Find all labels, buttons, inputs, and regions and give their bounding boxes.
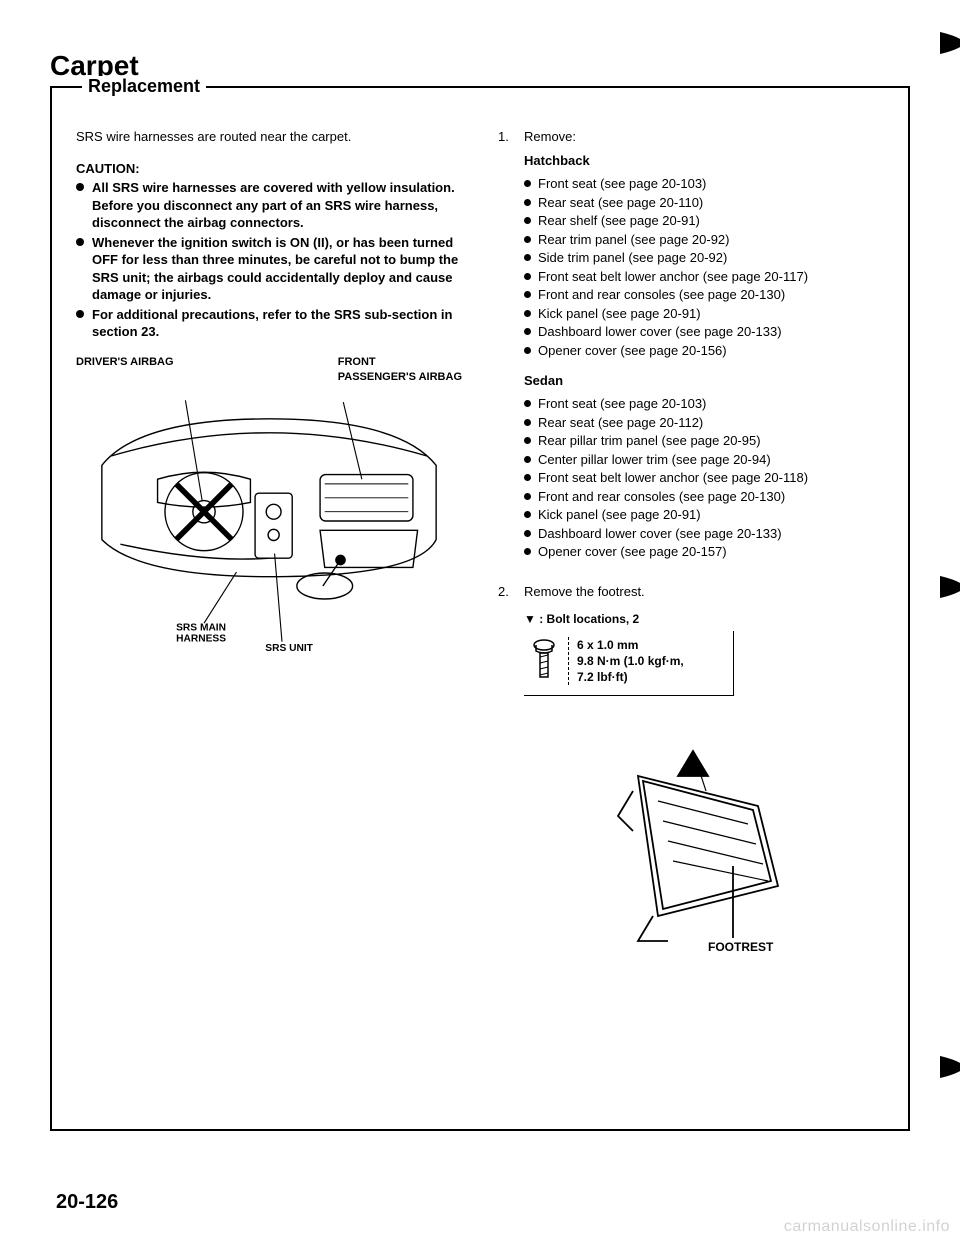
list-item: Dashboard lower cover (see page 20-133) [524,323,884,341]
footrest-diagram: FOOTREST [578,716,818,956]
edge-mark-icon [940,576,960,598]
sedan-heading: Sedan [524,372,884,390]
hatchback-heading: Hatchback [524,152,884,170]
list-item: Opener cover (see page 20-157) [524,543,884,561]
footrest-label: FOOTREST [708,940,774,954]
passenger-airbag-label: PASSENGER'S AIRBAG [338,371,462,383]
svg-text:SRS MAIN: SRS MAIN [176,622,226,633]
bolt-icon [530,637,558,681]
list-item: Center pillar lower trim (see page 20-94… [524,451,884,469]
bolt-locations-label: ▼ : Bolt locations, 2 [524,611,884,627]
list-item: Kick panel (see page 20-91) [524,305,884,323]
caution-item: For additional precautions, refer to the… [76,306,462,341]
list-item: Front seat belt lower anchor (see page 2… [524,469,884,487]
caution-item: Whenever the ignition switch is ON (II),… [76,234,462,304]
bolt-spec-box: 6 x 1.0 mm 9.8 N·m (1.0 kgf·m, 7.2 lbf·f… [524,631,734,697]
bolt-spec-line: 9.8 N·m (1.0 kgf·m, [577,653,684,669]
list-item: Rear pillar trim panel (see page 20-95) [524,432,884,450]
intro-text: SRS wire harnesses are routed near the c… [76,128,462,146]
list-item: Front seat (see page 20-103) [524,395,884,413]
step-number: 1. [498,128,514,573]
watermark: carmanualsonline.info [784,1218,950,1236]
list-item: Kick panel (see page 20-91) [524,506,884,524]
list-item: Front and rear consoles (see page 20-130… [524,488,884,506]
caution-list: All SRS wire harnesses are covered with … [76,179,462,341]
list-item: Side trim panel (see page 20-92) [524,249,884,267]
bolt-spec-line: 7.2 lbf·ft) [577,669,684,685]
driver-airbag-label: DRIVER'S AIRBAG [76,355,174,385]
list-item: Front and rear consoles (see page 20-130… [524,286,884,304]
sedan-list: Front seat (see page 20-103) Rear seat (… [524,395,884,561]
list-item: Rear shelf (see page 20-91) [524,212,884,230]
svg-text:SRS UNIT: SRS UNIT [265,643,313,651]
step-text: Remove the footrest. [524,583,884,601]
step-text: Remove: [524,128,884,146]
edge-mark-icon [940,32,960,54]
list-item: Rear trim panel (see page 20-92) [524,231,884,249]
svg-text:HARNESS: HARNESS [176,633,226,644]
list-item: Front seat (see page 20-103) [524,175,884,193]
front-label: FRONT [338,356,376,368]
caution-label: CAUTION: [76,160,462,178]
bolt-spec-line: 6 x 1.0 mm [577,637,684,653]
step-number: 2. [498,583,514,601]
list-item: Rear seat (see page 20-112) [524,414,884,432]
list-item: Opener cover (see page 20-156) [524,342,884,360]
caution-item: All SRS wire harnesses are covered with … [76,179,462,232]
list-item: Front seat belt lower anchor (see page 2… [524,268,884,286]
list-item: Dashboard lower cover (see page 20-133) [524,525,884,543]
hatchback-list: Front seat (see page 20-103) Rear seat (… [524,175,884,359]
list-item: Rear seat (see page 20-110) [524,194,884,212]
section-label: Replacement [82,76,206,97]
page-number: 20-126 [56,1191,118,1214]
edge-mark-icon [940,1056,960,1078]
dashboard-diagram: SRS MAIN HARNESS SRS UNIT [76,391,462,651]
